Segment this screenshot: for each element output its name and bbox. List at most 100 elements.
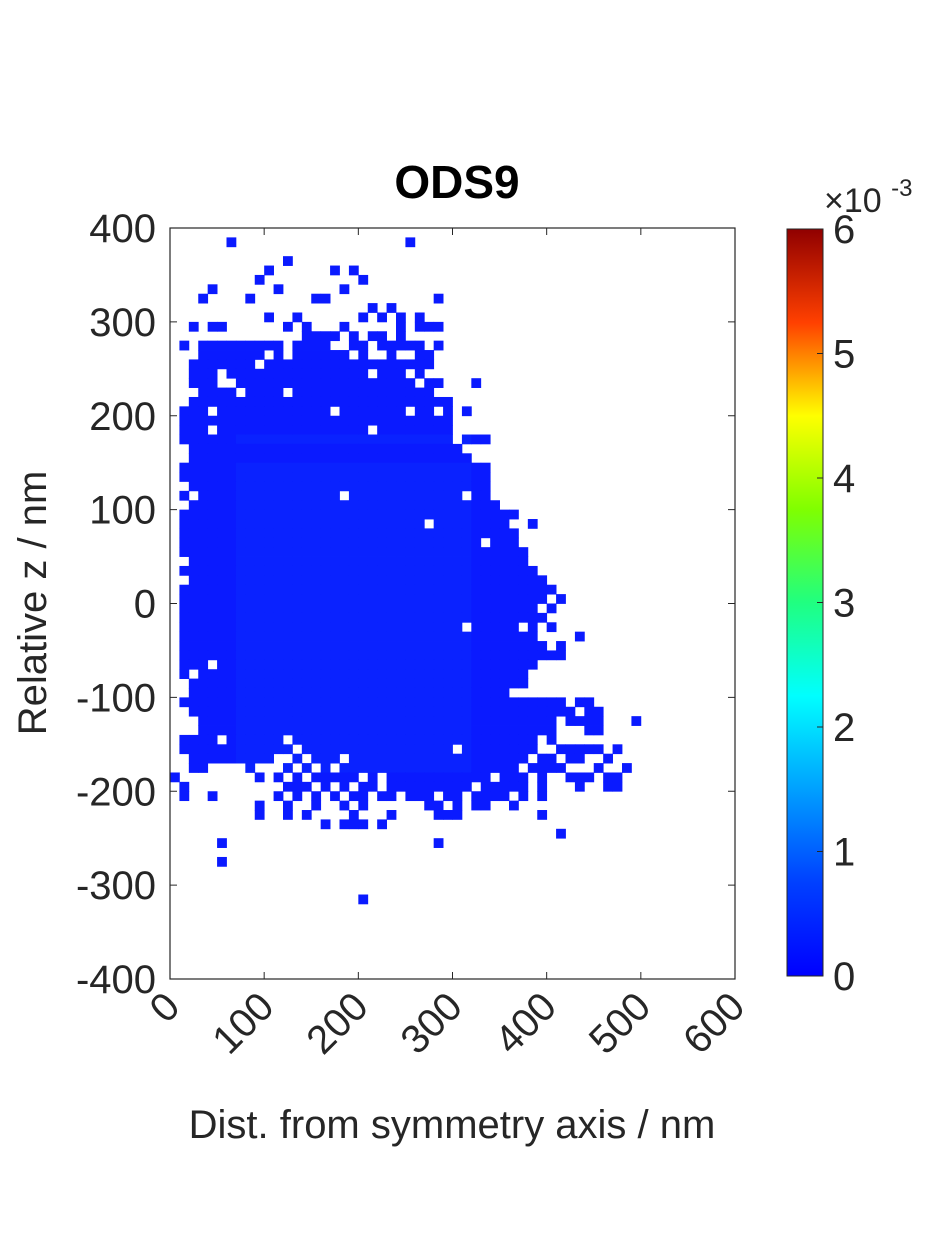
- heatmap-cell: [292, 584, 303, 595]
- heatmap-cell: [217, 359, 227, 370]
- heatmap-cell: [396, 519, 406, 529]
- heatmap-cell: [546, 650, 557, 661]
- heatmap-cell: [339, 622, 350, 633]
- heatmap-cell: [301, 519, 312, 529]
- heatmap-cell: [509, 537, 519, 548]
- heatmap-cell: [235, 734, 246, 745]
- heatmap-cell: [283, 462, 293, 473]
- heatmap-cell: [490, 594, 500, 604]
- heatmap-cell: [414, 387, 425, 398]
- heatmap-cell: [188, 406, 199, 417]
- heatmap-cell: [377, 462, 387, 473]
- heatmap-cell: [509, 509, 519, 520]
- heatmap-cell: [433, 725, 444, 736]
- heatmap-cell: [217, 500, 227, 511]
- heatmap-cell: [509, 734, 519, 745]
- heatmap-cell: [339, 378, 350, 388]
- colorbar-tick-label: 0: [833, 955, 855, 999]
- heatmap-cell: [245, 519, 256, 529]
- heatmap-cell: [405, 415, 416, 426]
- heatmap-cell: [499, 772, 510, 783]
- heatmap-cell: [480, 509, 491, 520]
- heatmap-cell: [339, 697, 350, 708]
- heatmap-cell: [424, 462, 435, 473]
- heatmap-cell: [207, 490, 218, 501]
- heatmap-cell: [292, 556, 303, 567]
- heatmap-cell: [480, 584, 491, 595]
- heatmap-cell: [245, 556, 256, 567]
- heatmap-cell: [443, 603, 453, 614]
- heatmap-cell: [264, 312, 274, 323]
- heatmap-cell: [461, 594, 472, 604]
- heatmap-cell: [386, 368, 397, 379]
- heatmap-cell: [273, 669, 284, 679]
- heatmap-cell: [320, 490, 331, 501]
- heatmap-cell: [348, 453, 359, 464]
- heatmap-cell: [527, 706, 538, 717]
- heatmap-cell: [207, 359, 218, 370]
- heatmap-cell: [405, 734, 416, 745]
- heatmap-cell: [311, 406, 322, 417]
- heatmap-cell: [527, 631, 538, 642]
- heatmap-cell: [264, 378, 274, 388]
- heatmap-cell: [471, 575, 482, 586]
- heatmap-cell: [273, 350, 284, 360]
- heatmap-cell: [377, 706, 387, 717]
- heatmap-cell: [301, 415, 312, 426]
- heatmap-cell: [424, 659, 435, 670]
- heatmap-cell: [386, 781, 397, 792]
- heatmap-cell: [443, 622, 453, 633]
- heatmap-cell: [283, 528, 293, 539]
- heatmap-cell: [565, 744, 576, 755]
- heatmap-cell: [198, 359, 209, 370]
- heatmap-cell: [264, 612, 274, 623]
- heatmap-cell: [226, 350, 237, 360]
- heatmap-cell: [386, 528, 397, 539]
- heatmap-cell: [509, 706, 519, 717]
- heatmap-cell: [348, 716, 359, 726]
- heatmap-cell: [311, 603, 322, 614]
- heatmap-cell: [273, 378, 284, 388]
- heatmap-cell: [452, 603, 463, 614]
- heatmap-cell: [348, 753, 359, 764]
- heatmap-cell: [358, 603, 369, 614]
- heatmap-cell: [207, 340, 218, 351]
- heatmap-cell: [245, 462, 256, 473]
- heatmap-cell: [405, 697, 416, 708]
- heatmap-cell: [396, 556, 406, 567]
- heatmap-cell: [245, 490, 256, 501]
- heatmap-cell: [330, 509, 340, 520]
- heatmap-cell: [245, 631, 256, 642]
- y-tick-label: 400: [89, 207, 156, 251]
- heatmap-cell: [433, 396, 444, 407]
- heatmap-cell: [433, 603, 444, 614]
- heatmap-cell: [273, 425, 284, 435]
- heatmap-cell: [537, 763, 548, 773]
- heatmap-cell: [367, 697, 378, 708]
- heatmap-cell: [396, 312, 406, 323]
- heatmap-cell: [518, 697, 529, 708]
- heatmap-cell: [452, 565, 463, 576]
- heatmap-cell: [396, 453, 406, 464]
- heatmap-cell: [574, 631, 585, 642]
- heatmap-cell: [207, 594, 218, 604]
- heatmap-cell: [226, 396, 237, 407]
- heatmap-cell: [283, 481, 293, 492]
- heatmap-cell: [235, 631, 246, 642]
- heatmap-cell: [264, 396, 274, 407]
- heatmap-cell: [433, 810, 444, 820]
- heatmap-cell: [292, 622, 303, 633]
- heatmap-cell: [414, 453, 425, 464]
- heatmap-cell: [254, 744, 265, 755]
- heatmap-cell: [339, 772, 350, 783]
- heatmap-cell: [358, 641, 369, 651]
- heatmap-cell: [339, 716, 350, 726]
- heatmap-cell: [461, 472, 472, 482]
- heatmap-cell: [443, 612, 453, 623]
- heatmap-cell: [433, 781, 444, 792]
- heatmap-cell: [217, 556, 227, 567]
- heatmap-cell: [273, 537, 284, 548]
- heatmap-cell: [443, 528, 453, 539]
- heatmap-cell: [461, 744, 472, 755]
- heatmap-cell: [264, 537, 274, 548]
